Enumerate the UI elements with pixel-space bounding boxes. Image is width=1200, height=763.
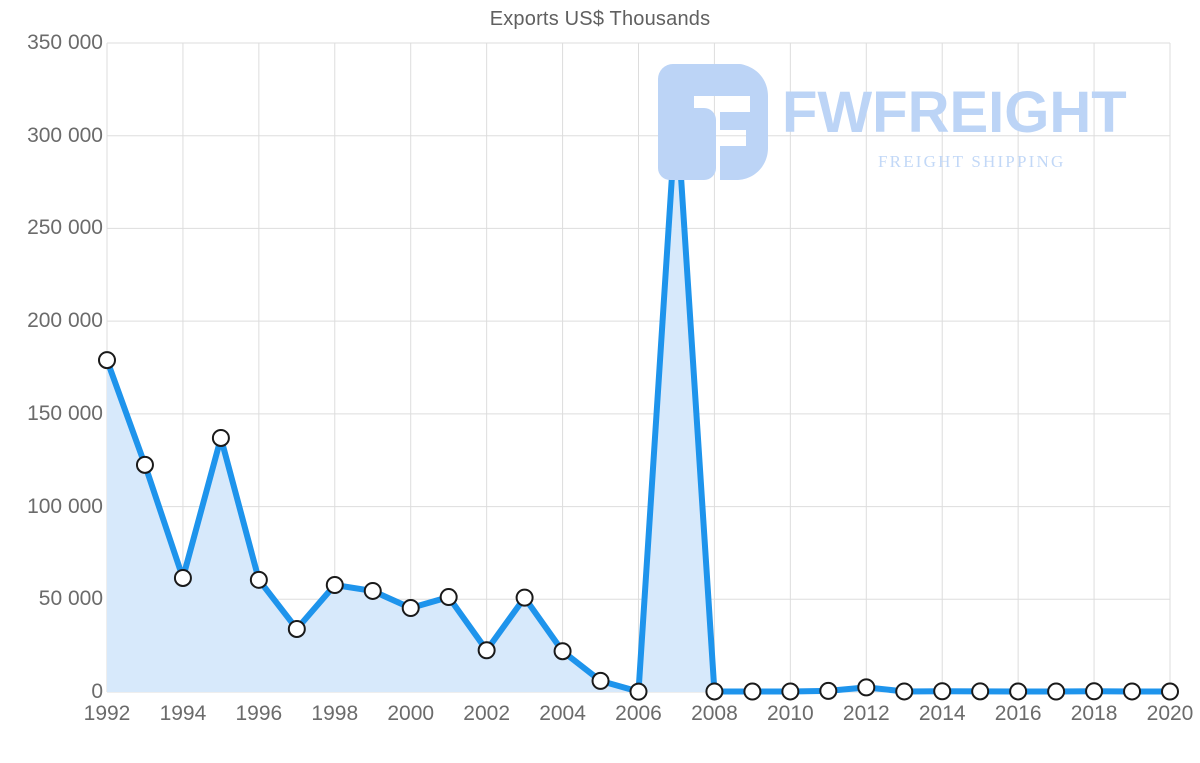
- data-point-marker: [363, 581, 382, 600]
- data-point-marker: [743, 682, 762, 701]
- data-point-marker: [401, 599, 420, 618]
- data-point-marker: [325, 576, 344, 595]
- data-point-marker: [667, 97, 686, 116]
- x-axis-tick-label: 2016: [994, 702, 1042, 725]
- data-point-marker: [781, 682, 800, 701]
- y-axis-tick-label: 50 000: [38, 587, 103, 611]
- x-axis-tick-label: 2014: [918, 702, 966, 725]
- data-point-marker: [477, 641, 496, 660]
- data-point-marker: [971, 682, 990, 701]
- data-point-marker: [135, 455, 154, 474]
- x-axis-tick-label: 2018: [1070, 702, 1118, 725]
- y-axis-tick-label: 350 000: [27, 31, 103, 54]
- data-point-marker: [1009, 682, 1028, 701]
- data-point-marker: [857, 678, 876, 697]
- data-point-marker: [1123, 682, 1142, 701]
- x-axis-tick-label: 2012: [842, 702, 890, 725]
- data-point-marker: [1047, 682, 1066, 701]
- y-axis-tick-label: 0: [91, 680, 103, 703]
- y-axis-tick-label: 150 000: [27, 401, 103, 425]
- data-point-marker: [211, 428, 230, 447]
- y-axis-tick-label: 200 000: [27, 309, 103, 333]
- area-fill-path: [107, 106, 1170, 693]
- data-point-marker: [98, 351, 116, 370]
- y-axis-tick-label: 300 000: [27, 123, 103, 147]
- x-axis-tick-label: 1994: [159, 702, 207, 725]
- data-point-marker: [1085, 682, 1104, 701]
- data-point-marker: [1161, 682, 1179, 701]
- x-axis-tick-label: 2010: [766, 702, 814, 725]
- data-markers: [98, 97, 1179, 701]
- y-axis-tick-label: 100 000: [27, 494, 103, 518]
- y-axis-tick-label: 250 000: [27, 216, 103, 240]
- x-axis-tick-label: 2002: [463, 702, 510, 725]
- x-axis-tick-label: 2004: [539, 702, 586, 725]
- chart-title: Exports US$ Thousands: [489, 8, 711, 30]
- data-point-marker: [629, 682, 648, 701]
- data-point-marker: [933, 682, 952, 701]
- data-point-marker: [439, 588, 458, 607]
- y-axis: 0 50 000 100 000 150 000 200 000 250 000 300 0…: [0, 0, 103, 763]
- x-axis-tick-label: 1998: [311, 702, 359, 725]
- data-point-marker: [515, 588, 534, 607]
- x-axis-tick-label: 1996: [235, 702, 283, 725]
- data-point-marker: [705, 682, 724, 701]
- x-axis-tick-label: 1992: [83, 702, 131, 725]
- data-point-marker: [819, 681, 838, 700]
- x-axis-tick-label: 2000: [387, 702, 435, 725]
- data-point-marker: [591, 671, 610, 690]
- data-point-marker: [895, 682, 914, 701]
- x-axis-tick-label: 2006: [615, 702, 662, 725]
- data-point-marker: [287, 619, 306, 638]
- data-point-marker: [553, 642, 572, 661]
- x-axis-tick-label: 2008: [691, 702, 738, 725]
- x-axis-tick-label: 2020: [1146, 702, 1194, 725]
- area-fill: [107, 106, 1170, 693]
- data-point-marker: [173, 568, 192, 587]
- data-point-marker: [249, 570, 268, 589]
